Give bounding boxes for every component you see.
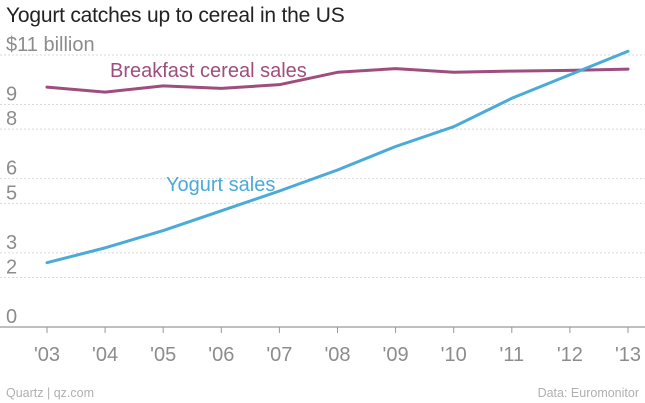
x-tick-label: '04 xyxy=(92,344,118,366)
footer-credit: Quartz | qz.com xyxy=(6,386,94,400)
x-tick-label: '09 xyxy=(383,344,409,366)
series-label-yogurt: Yogurt sales xyxy=(166,174,275,196)
x-tick-label: '06 xyxy=(208,344,234,366)
x-axis-tick-labels: '03 '04 '05 '06 '07 '08 '09 '10 '11 '12 '13 xyxy=(34,327,641,366)
x-tick-label: '05 xyxy=(150,344,176,366)
chart-title: Yogurt catches up to cereal in the US xyxy=(6,4,345,27)
y-tick-label: $11 billion xyxy=(6,34,95,56)
x-tick-label: '13 xyxy=(615,344,641,366)
series-lines xyxy=(45,49,630,265)
y-tick-label: 0 xyxy=(6,306,17,328)
footer-source: Data: Euromonitor xyxy=(537,386,639,400)
series-label-cereal: Breakfast cereal sales xyxy=(110,60,307,82)
y-axis-tick-labels: 0 2 3 56 8 9 $11 billion xyxy=(6,34,95,328)
series-labels: Breakfast cereal sales Yogurt sales xyxy=(110,60,307,196)
x-tick-label: '12 xyxy=(557,344,583,366)
x-tick-label: '08 xyxy=(324,344,350,366)
gridlines xyxy=(0,54,645,328)
x-tick-label: '11 xyxy=(500,344,525,366)
x-tick-label: '10 xyxy=(441,344,467,366)
y-tick-label: 8 xyxy=(6,108,17,130)
x-tick-label: '07 xyxy=(266,344,292,366)
y-tick-label: 3 xyxy=(6,232,17,254)
y-tick-label: 2 xyxy=(6,257,17,279)
series-line-yogurt xyxy=(45,49,630,265)
y-tick-label: 5 xyxy=(6,182,17,204)
x-tick-label: '03 xyxy=(34,344,60,366)
y-tick-label: 9 xyxy=(6,83,17,105)
y-tick-label: 6 xyxy=(6,158,17,180)
